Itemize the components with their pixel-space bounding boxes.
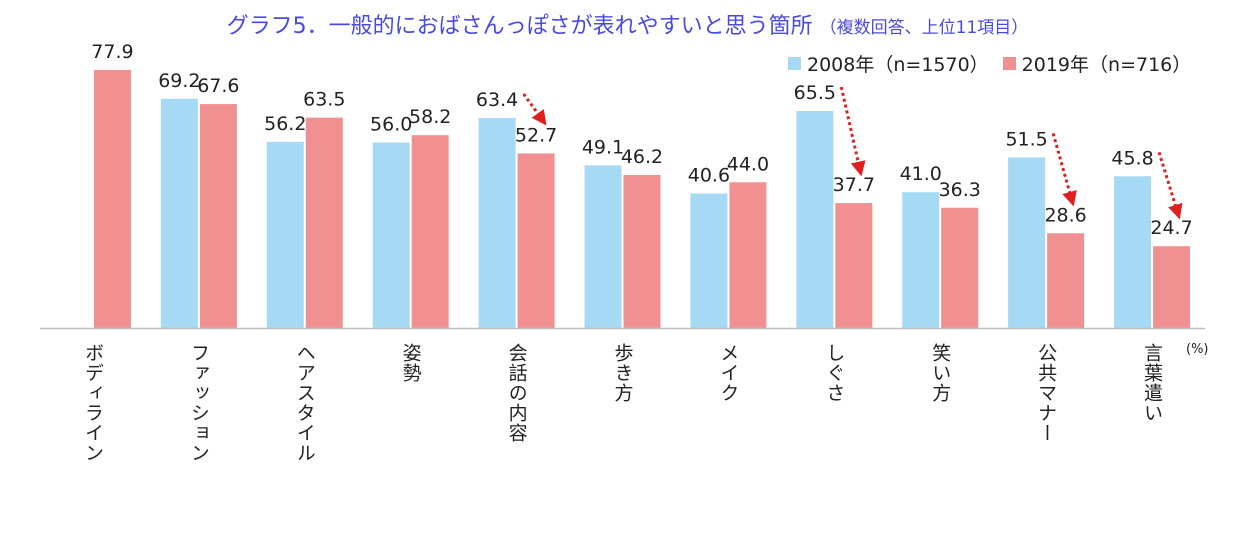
legend-label-2019: 2019年（n=716） bbox=[1021, 54, 1192, 76]
data-label-2019-9: 28.6 bbox=[1044, 204, 1086, 226]
bar-2008-9 bbox=[1008, 157, 1046, 328]
bar-2019-7 bbox=[835, 203, 873, 328]
bar-2008-1 bbox=[160, 98, 198, 329]
data-label-2019-2: 63.5 bbox=[303, 89, 345, 111]
category-label-5: 歩き方 bbox=[611, 343, 634, 403]
bar-2008-8 bbox=[902, 192, 940, 328]
category-label-4: 会話の内容 bbox=[505, 343, 528, 443]
data-label-2019-5: 46.2 bbox=[621, 146, 663, 168]
legend-label-2008: 2008年（n=1570） bbox=[807, 54, 989, 76]
bar-2008-6 bbox=[690, 193, 728, 328]
legend-item-2008: 2008年（n=1570） bbox=[788, 50, 989, 77]
data-label-2008-6: 40.6 bbox=[688, 165, 730, 187]
data-label-2019-0: 77.9 bbox=[91, 41, 133, 63]
data-label-2019-7: 37.7 bbox=[833, 174, 875, 196]
bar-2019-6 bbox=[729, 182, 767, 328]
bar-2008-5 bbox=[584, 165, 622, 328]
bar-2008-3 bbox=[372, 142, 410, 328]
data-label-2008-10: 45.8 bbox=[1111, 147, 1153, 169]
bar-2019-3 bbox=[411, 135, 449, 328]
data-label-2008-2: 56.2 bbox=[264, 113, 306, 135]
data-label-2008-5: 49.1 bbox=[582, 136, 624, 158]
legend-swatch-2008 bbox=[788, 57, 801, 70]
data-label-2019-3: 58.2 bbox=[409, 106, 451, 128]
bar-2019-5 bbox=[623, 174, 661, 328]
data-label-2019-4: 52.7 bbox=[515, 124, 557, 146]
chart-title-sub: （複数回答、上位11項目） bbox=[819, 18, 1029, 38]
bar-2019-9 bbox=[1047, 233, 1085, 328]
bar-2008-7 bbox=[796, 111, 834, 328]
bar-2008-10 bbox=[1114, 176, 1152, 328]
category-label-7: しぐさ bbox=[823, 343, 846, 403]
data-label-2008-3: 56.0 bbox=[370, 114, 412, 136]
data-label-2019-8: 36.3 bbox=[939, 179, 981, 201]
category-label-9: 公共マナー bbox=[1035, 343, 1058, 443]
category-label-6: メイク bbox=[717, 343, 740, 403]
decline-arrow-9 bbox=[1051, 133, 1077, 207]
data-label-2019-10: 24.7 bbox=[1150, 217, 1192, 239]
bar-2019-4 bbox=[517, 153, 555, 328]
bar-2008-4 bbox=[478, 117, 516, 328]
category-label-8: 笑い方 bbox=[929, 343, 952, 403]
decline-arrow-4 bbox=[522, 93, 547, 126]
bar-2008-2 bbox=[266, 141, 304, 328]
decline-arrow-10 bbox=[1157, 151, 1183, 220]
category-label-10: 言葉遣い bbox=[1141, 343, 1164, 423]
bar-2019-8 bbox=[941, 207, 979, 328]
data-label-2008-7: 65.5 bbox=[794, 82, 836, 104]
data-label-2008-1: 69.2 bbox=[158, 70, 200, 92]
data-label-2019-1: 67.6 bbox=[197, 75, 239, 97]
unit-label: (%) bbox=[1186, 342, 1209, 357]
legend: 2008年（n=1570） 2019年（n=716） bbox=[788, 50, 1205, 77]
bar-2019-0 bbox=[93, 69, 131, 329]
data-label-2008-9: 51.5 bbox=[1005, 128, 1047, 150]
legend-item-2019: 2019年（n=716） bbox=[1002, 50, 1192, 77]
bar-2019-2 bbox=[305, 117, 343, 328]
category-label-1: ファッション bbox=[187, 343, 210, 463]
legend-swatch-2019 bbox=[1002, 57, 1016, 70]
data-label-2008-8: 41.0 bbox=[900, 163, 942, 185]
bar-2019-1 bbox=[199, 104, 237, 328]
category-label-0: ボディライン bbox=[81, 343, 104, 463]
chart-title: グラフ5．一般的におばさんっぽさが表れやすいと思う箇所 （複数回答、上位11項目… bbox=[0, 8, 1255, 40]
bar-2019-10 bbox=[1153, 246, 1191, 328]
data-label-2008-4: 63.4 bbox=[476, 89, 518, 111]
category-label-2: ヘアスタイル bbox=[293, 343, 316, 463]
data-label-2019-6: 44.0 bbox=[727, 153, 769, 175]
decline-arrow-7 bbox=[839, 86, 866, 177]
category-label-3: 姿勢 bbox=[399, 343, 422, 383]
chart-title-main: グラフ5．一般的におばさんっぽさが表れやすいと思う箇所 bbox=[226, 14, 813, 39]
